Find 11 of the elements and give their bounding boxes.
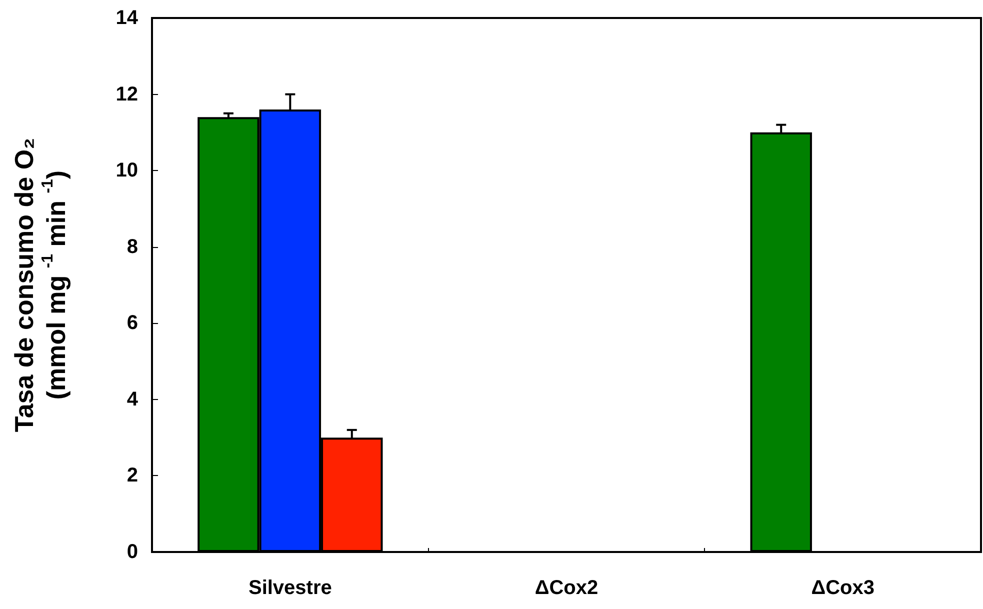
y-tick-label: 2 [126, 464, 138, 487]
y-tick-label: 14 [116, 7, 139, 29]
x-tick-label: Silvestre [248, 577, 332, 599]
y-tick-label: 12 [116, 83, 138, 106]
y-tick-label: 6 [126, 312, 138, 334]
y-tick-label: 8 [126, 236, 138, 258]
y-tick-label: 0 [126, 541, 138, 563]
x-tick-label: ΔCox2 [534, 577, 598, 599]
y-tick-label: 10 [116, 160, 138, 182]
x-tick-label: ΔCox3 [811, 577, 874, 599]
y-tick-label: 4 [126, 388, 139, 410]
